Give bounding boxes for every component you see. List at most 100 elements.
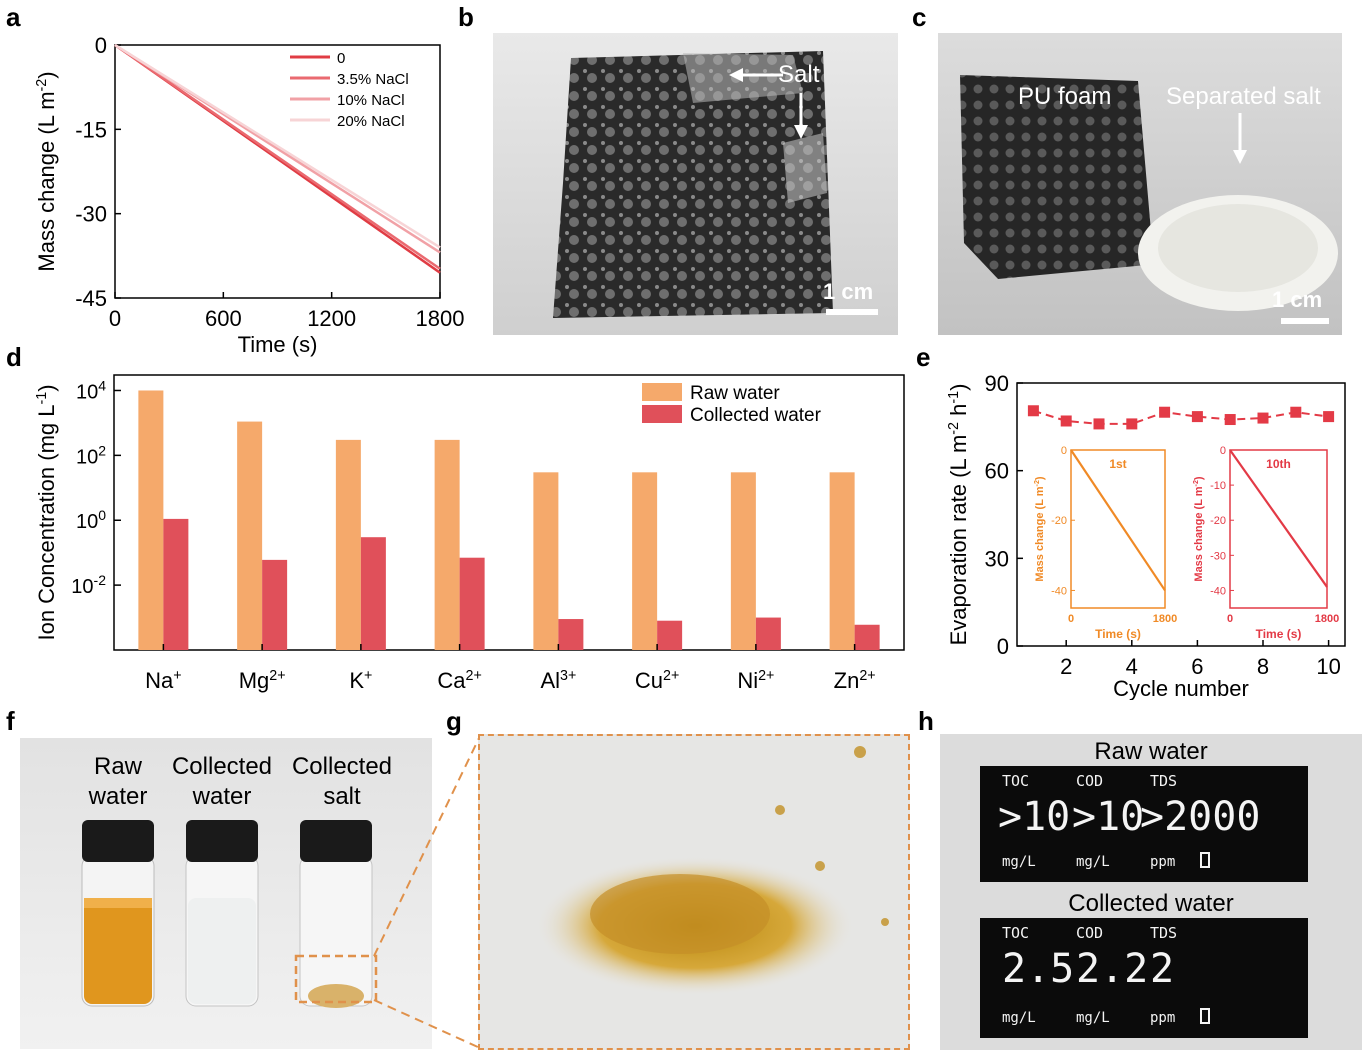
evaporation-marker [1257, 412, 1269, 424]
y-tick-label: 102 [76, 442, 106, 468]
plot-frame [113, 374, 905, 651]
inset-x-tick-label: 1800 [1315, 613, 1339, 625]
y-tick-label: -45 [75, 286, 107, 311]
x-tick-label: Ni2+ [737, 668, 774, 693]
bar-raw-3 [434, 439, 460, 650]
bar-collected-4 [558, 619, 584, 650]
series-line-1 [114, 43, 441, 270]
x-tick-label: Zn2+ [834, 668, 876, 693]
y-tick-label: 0 [997, 634, 1009, 659]
x-tick-label: 600 [205, 306, 242, 331]
battery-icon [1200, 852, 1210, 868]
panel-label-a: a [6, 2, 21, 32]
inset-x-axis-label: Time (s) [1095, 627, 1141, 641]
legend-label-1: Collected water [690, 405, 822, 426]
inset-y-axis-label: Mass change (L m-2) [1033, 476, 1046, 582]
evaporation-line [1033, 409, 1329, 425]
vial-label-collected-water-text: Collected water [171, 753, 273, 810]
evaporation-marker [1191, 411, 1203, 423]
collected-tds-header: TDS [1150, 924, 1178, 942]
collected-cod-unit: mg/L [1076, 1010, 1110, 1026]
foam-salt-image [960, 75, 1338, 324]
x-tick-label: 8 [1257, 654, 1269, 679]
evaporation-marker [1060, 415, 1072, 427]
photo-c-foam-and-salt: PU foam Separated salt 1 cm [938, 33, 1342, 335]
y-tick-label: 60 [985, 459, 1009, 484]
panel-label-b: b [458, 2, 474, 32]
bar-raw-7 [829, 472, 855, 650]
raw-tds-value: >2000 [1140, 794, 1261, 840]
photo-h-water-meter: Raw water TOC COD TDS >10 >10 >2000 mg/L… [940, 734, 1362, 1050]
inset-x-axis-label: Time (s) [1256, 627, 1302, 641]
bar-raw-0 [138, 390, 164, 650]
y-tick-label: 10-2 [71, 572, 106, 598]
x-tick-label: Ca2+ [437, 668, 481, 693]
bar-collected-7 [854, 624, 880, 650]
bar-raw-4 [533, 472, 559, 650]
bar-collected-2 [360, 537, 386, 650]
evaporation-marker [1093, 418, 1105, 430]
photo-f-vials: Raw water Collected water Collected salt [20, 738, 432, 1049]
inset-y-tick-label: -20 [1210, 515, 1226, 527]
meter-raw-title: Raw water [1094, 738, 1208, 765]
meter-collected-title: Collected water [1068, 890, 1234, 917]
x-tick-label: Cu2+ [635, 668, 679, 693]
inset-title: 1st [1109, 457, 1126, 471]
y-tick-label: 0 [95, 33, 107, 58]
legend-label-1: 3.5% NaCl [337, 71, 409, 88]
inset-y-axis-label: Mass change (L m-2) [1192, 476, 1205, 582]
evaporation-marker [1224, 414, 1236, 426]
raw-cod-unit: mg/L [1076, 854, 1110, 870]
x-tick-label: Na+ [145, 668, 181, 693]
inset-line [1229, 449, 1328, 588]
inset-x-tick-label: 1800 [1153, 613, 1177, 625]
inset-y-tick-label: 0 [1220, 445, 1226, 457]
y-tick-label: 100 [76, 507, 106, 533]
panel-label-g: g [446, 706, 462, 736]
panel-label-h: h [918, 706, 934, 736]
x-tick-label: 10 [1316, 654, 1340, 679]
x-tick-label: 4 [1126, 654, 1138, 679]
foam-image [553, 51, 878, 318]
x-tick-label: Mg2+ [239, 668, 286, 693]
collected-toc-value: 2.5 [1002, 946, 1075, 992]
chart-d-ion-concentration: 10-2 100 102 104 Na+ Mg2+ K+ Ca2+ Al3+ Cu2+ Ni2+ Zn… [34, 374, 905, 693]
vial-label-collected-salt-text: Collected salt [291, 753, 393, 810]
meter-display-collected: TOC COD TDS 2.5 2.2 2 mg/L mg/L ppm [980, 918, 1308, 1038]
battery-icon [1200, 1008, 1210, 1024]
y-axis-label: Mass change (L m-2) [34, 71, 59, 271]
series-line-3 [114, 43, 441, 249]
evaporation-marker [1027, 405, 1039, 417]
inset-y-tick-label: -40 [1051, 585, 1067, 597]
y-tick-label: -15 [75, 117, 107, 142]
salt-label: Salt [778, 61, 820, 88]
chart-e-evaporation-rate: 2 4 6 8 10 0 30 60 90 Cycle number Evaporation rat… [946, 371, 1346, 700]
inset-y-tick-label: -10 [1210, 480, 1226, 492]
x-tick-label: 1800 [416, 306, 465, 331]
y-axis-label: Ion Concentration (mg L-1) [34, 384, 59, 640]
bar-raw-2 [335, 439, 361, 650]
collected-tds-value: 2 [1150, 946, 1175, 992]
scale-bar-label-b: 1 cm [823, 279, 874, 304]
plot-frame [114, 44, 441, 299]
collected-cod-header: COD [1076, 924, 1104, 942]
x-axis-label: Cycle number [1113, 676, 1249, 700]
raw-toc-header: TOC [1002, 772, 1030, 790]
scale-bar-label-c: 1 cm [1272, 287, 1323, 312]
pu-foam-label: PU foam [1018, 83, 1112, 110]
collected-cod-value: 2.2 [1076, 946, 1149, 992]
inset-x-tick-label: 0 [1068, 613, 1074, 625]
inset-y-tick-label: 0 [1061, 445, 1067, 457]
legend-label-0: Raw water [690, 383, 780, 404]
legend-label-3: 20% NaCl [337, 113, 405, 130]
vial-label-raw-water: Raw water [58, 752, 178, 812]
inset-frame [1229, 449, 1328, 609]
legend-label-0: 0 [337, 50, 345, 67]
panel-label-c: c [912, 2, 927, 32]
bar-collected-1 [262, 559, 288, 650]
x-tick-label: K+ [349, 668, 372, 693]
vial-label-collected-salt: Collected salt [282, 752, 402, 812]
inset-line [1070, 449, 1166, 592]
y-tick-label: 104 [76, 377, 106, 403]
